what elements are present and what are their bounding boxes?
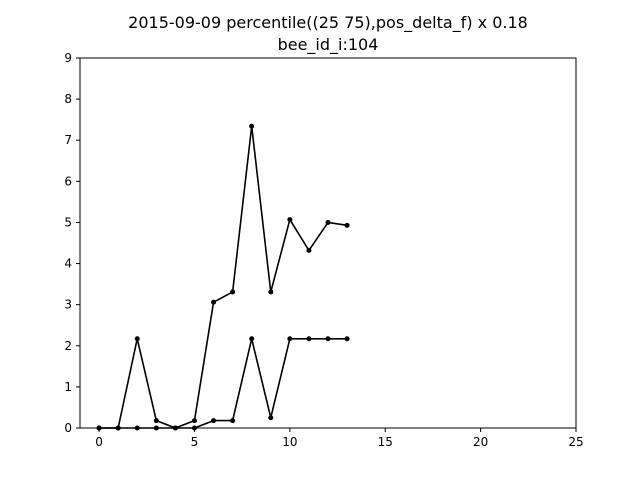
data-point bbox=[172, 425, 178, 431]
data-point bbox=[96, 425, 102, 431]
data-point bbox=[287, 217, 293, 223]
x-tick-label: 20 bbox=[473, 435, 488, 449]
y-tick-label: 2 bbox=[64, 339, 72, 353]
data-point bbox=[230, 289, 236, 295]
y-tick-label: 8 bbox=[64, 92, 72, 106]
chart-title: 2015-09-09 percentile((25 75),pos_delta_… bbox=[128, 13, 528, 33]
y-tick-label: 1 bbox=[64, 380, 72, 394]
data-point bbox=[191, 425, 197, 431]
x-tick-label: 5 bbox=[191, 435, 199, 449]
data-point bbox=[153, 418, 159, 424]
data-point bbox=[153, 425, 159, 431]
data-point bbox=[306, 336, 312, 342]
data-point bbox=[230, 418, 236, 424]
data-point bbox=[249, 336, 255, 342]
axes: 0 5 10 15 20 25 0 1 2 3 4 5 6 7 8 9 bbox=[64, 51, 583, 449]
data-point bbox=[191, 418, 197, 424]
data-point bbox=[268, 289, 274, 295]
data-point bbox=[211, 418, 217, 424]
x-tick-label: 0 bbox=[95, 435, 103, 449]
data-point bbox=[249, 123, 255, 129]
series-2 bbox=[96, 336, 350, 431]
series-1 bbox=[96, 123, 350, 431]
series-line bbox=[99, 337, 348, 429]
x-tick-label: 25 bbox=[568, 435, 583, 449]
y-tick-label: 0 bbox=[64, 421, 72, 435]
x-tick-label: 10 bbox=[282, 435, 297, 449]
series-group bbox=[96, 123, 350, 431]
y-tick-label: 3 bbox=[64, 298, 72, 312]
data-point bbox=[134, 336, 140, 342]
data-point bbox=[115, 425, 121, 431]
x-tick-label: 15 bbox=[378, 435, 393, 449]
series-line bbox=[99, 125, 348, 429]
data-point bbox=[344, 336, 350, 342]
y-tick-label: 9 bbox=[64, 51, 72, 65]
y-tick-label: 7 bbox=[64, 133, 72, 147]
data-point bbox=[268, 415, 274, 421]
data-point bbox=[134, 425, 140, 431]
data-point bbox=[325, 219, 331, 225]
y-tick-label: 6 bbox=[64, 174, 72, 188]
y-tick-label: 4 bbox=[64, 257, 72, 271]
data-point bbox=[325, 336, 331, 342]
data-point bbox=[211, 299, 217, 305]
plot-frame bbox=[79, 57, 577, 429]
data-point bbox=[306, 247, 312, 253]
y-tick-label: 5 bbox=[64, 215, 72, 229]
data-point bbox=[287, 336, 293, 342]
chart-subtitle: bee_id_i:104 bbox=[278, 35, 379, 55]
data-point bbox=[344, 222, 350, 228]
